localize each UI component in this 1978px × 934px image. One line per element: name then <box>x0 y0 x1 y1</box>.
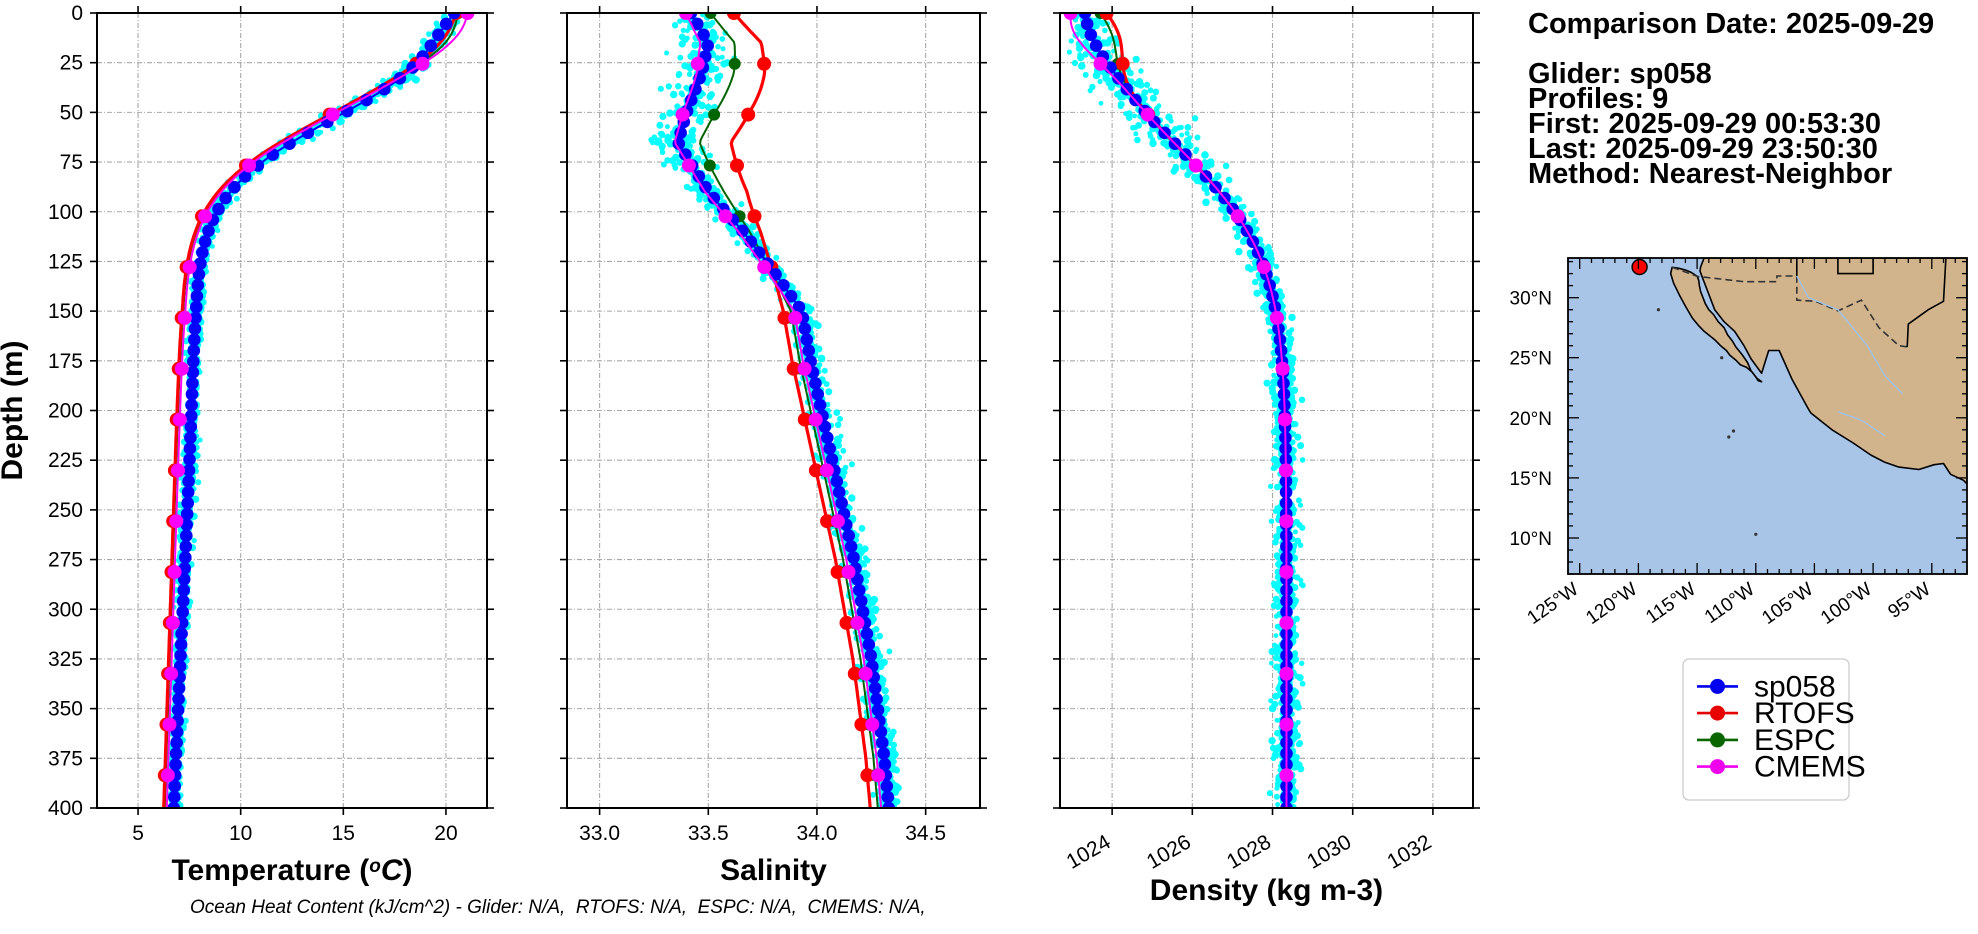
svg-text:300: 300 <box>48 598 83 621</box>
svg-text:5: 5 <box>132 822 144 845</box>
svg-text:275: 275 <box>48 549 83 572</box>
svg-text:50: 50 <box>60 101 83 124</box>
svg-text:Density (kg m-3): Density (kg m-3) <box>1150 874 1383 907</box>
svg-text:150: 150 <box>48 300 83 323</box>
svg-text:30°N: 30°N <box>1510 289 1552 310</box>
svg-text:34.5: 34.5 <box>905 822 946 845</box>
svg-text:250: 250 <box>48 499 83 522</box>
svg-text:400: 400 <box>48 797 83 820</box>
svg-text:125: 125 <box>48 250 83 273</box>
svg-text:10: 10 <box>229 822 252 845</box>
svg-text:15: 15 <box>332 822 355 845</box>
svg-text:15°N: 15°N <box>1510 469 1552 490</box>
svg-text:225: 225 <box>48 449 83 472</box>
svg-text:100: 100 <box>48 201 83 224</box>
svg-text:20: 20 <box>434 822 457 845</box>
svg-text:75: 75 <box>60 151 83 174</box>
svg-text:34.0: 34.0 <box>797 822 838 845</box>
svg-text:20°N: 20°N <box>1510 409 1552 430</box>
svg-text:CMEMS: CMEMS <box>1754 751 1866 784</box>
svg-text:25: 25 <box>60 52 83 75</box>
svg-text:200: 200 <box>48 400 83 423</box>
svg-text:175: 175 <box>48 350 83 373</box>
svg-text:325: 325 <box>48 648 83 671</box>
svg-text:375: 375 <box>48 747 83 770</box>
svg-text:33.0: 33.0 <box>579 822 620 845</box>
svg-text:0: 0 <box>71 2 83 25</box>
svg-text:33.5: 33.5 <box>688 822 729 845</box>
svg-text:Salinity: Salinity <box>720 854 827 887</box>
svg-text:10°N: 10°N <box>1510 529 1552 550</box>
svg-text:25°N: 25°N <box>1510 349 1552 370</box>
svg-text:Depth (m): Depth (m) <box>0 341 29 481</box>
svg-text:350: 350 <box>48 698 83 721</box>
